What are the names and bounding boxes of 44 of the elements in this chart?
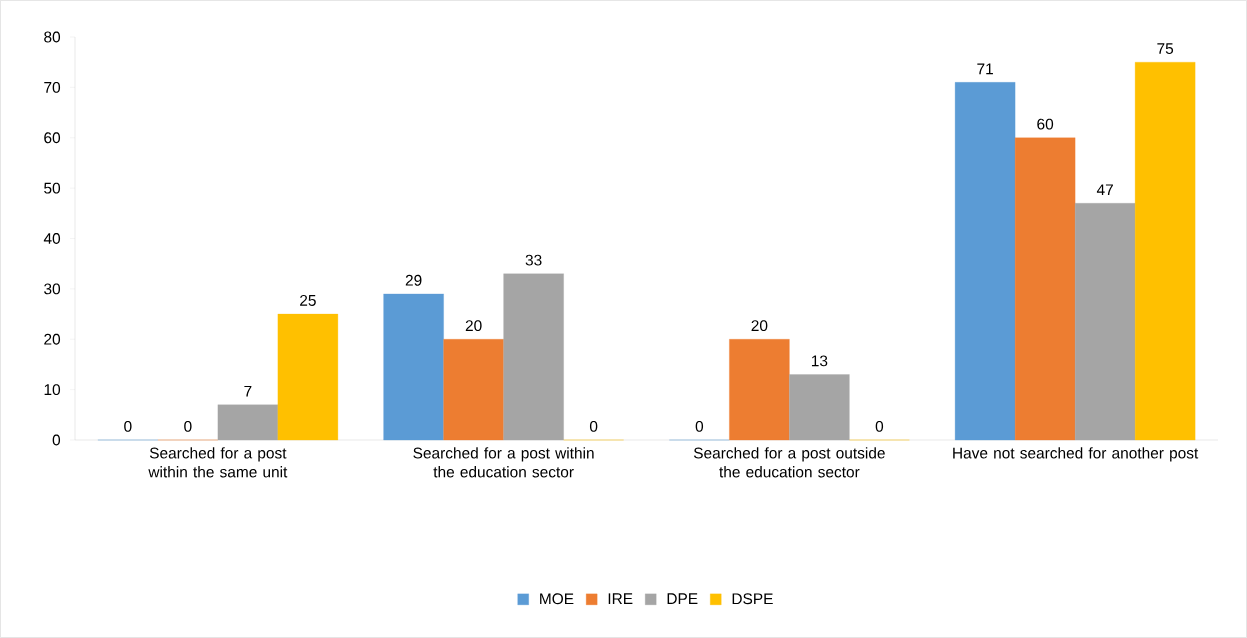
data-label: 33 <box>525 254 542 266</box>
data-label: 13 <box>811 355 828 367</box>
data-label: 25 <box>300 294 316 306</box>
legend-label: MOE <box>540 593 574 605</box>
legend-label: DPE <box>667 593 698 604</box>
x-tick-label: Searched for a post outside the education sector <box>693 447 885 478</box>
data-label: 0 <box>695 420 704 432</box>
bar <box>217 404 279 441</box>
bar <box>1074 203 1136 441</box>
data-label: 29 <box>405 274 422 286</box>
data-label: 75 <box>1157 43 1174 54</box>
data-label: 0 <box>124 420 132 432</box>
x-tick-label: Searched for a post within the education sector <box>413 447 594 478</box>
x-tick-label: Have not searched for another post <box>953 447 1199 462</box>
bar <box>443 339 504 441</box>
y-tick-label: 0 <box>52 434 61 446</box>
y-tick-label: 50 <box>44 182 61 194</box>
y-tick-label: 30 <box>44 283 61 295</box>
x-tick-label: Searched for a post within the same unit <box>148 447 288 478</box>
bar <box>729 339 790 441</box>
y-tick-label: 70 <box>44 81 61 93</box>
bar <box>503 273 564 441</box>
data-label: 47 <box>1096 184 1113 196</box>
legend-label: IRE <box>608 593 633 604</box>
data-label: 71 <box>977 63 993 75</box>
legend-label: DSPE <box>732 593 773 605</box>
data-label: 60 <box>1037 118 1054 130</box>
y-tick-label: 60 <box>44 132 61 144</box>
bar <box>1014 137 1076 441</box>
bar <box>789 374 850 441</box>
bar <box>1134 62 1196 441</box>
data-label: 20 <box>465 320 482 332</box>
y-tick-label: 40 <box>43 233 61 244</box>
bar <box>954 82 1016 441</box>
data-label: 0 <box>184 420 192 432</box>
data-label: 0 <box>875 420 884 432</box>
y-tick-label: 80 <box>44 31 61 43</box>
y-tick-label: 10 <box>44 384 61 396</box>
bar <box>277 313 339 441</box>
data-label: 20 <box>751 320 768 332</box>
data-label: 0 <box>589 420 598 432</box>
y-tick-label: 20 <box>44 333 61 345</box>
data-label: 7 <box>244 385 252 397</box>
bar <box>383 293 444 441</box>
